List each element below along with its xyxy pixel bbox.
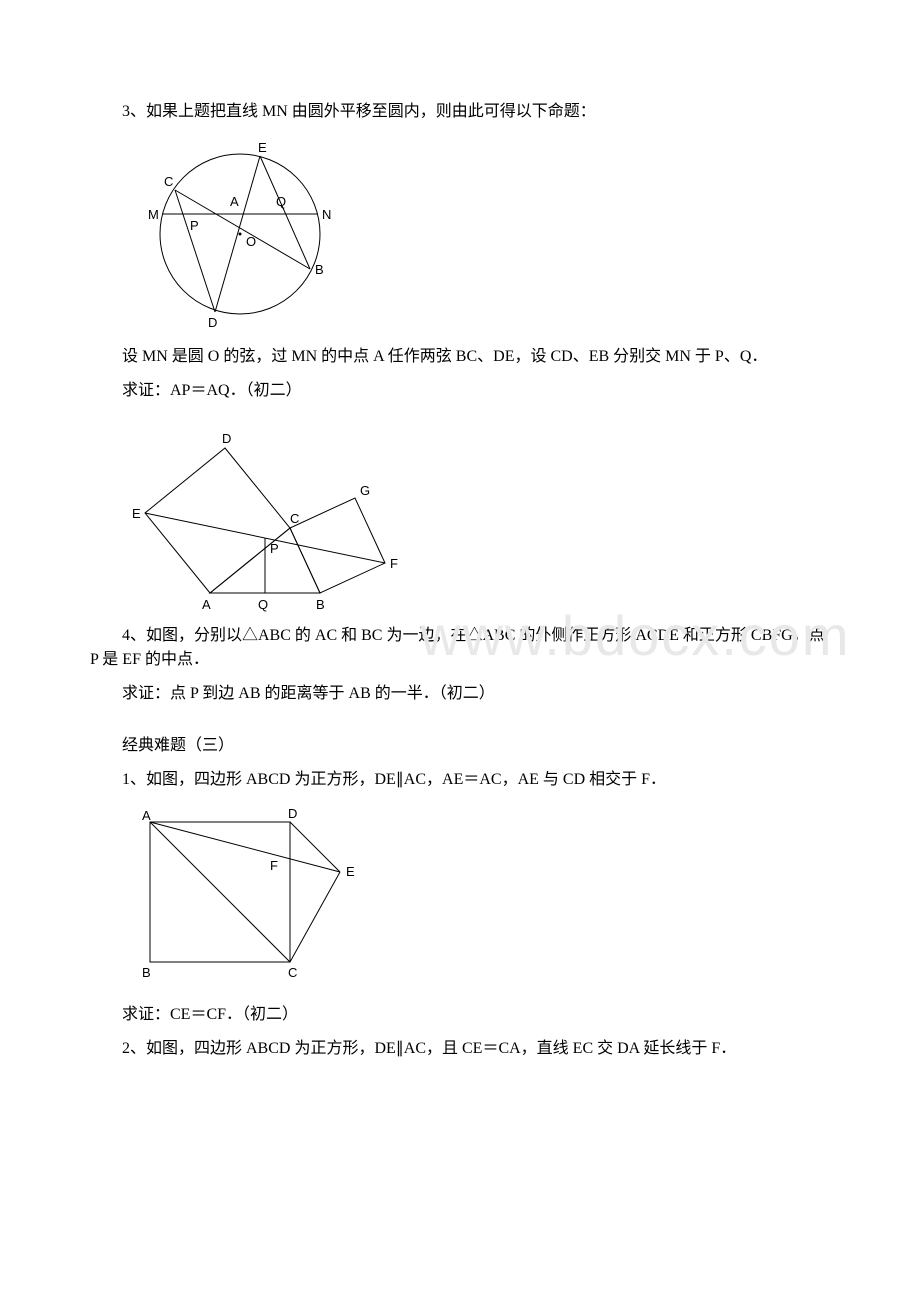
label-b: B — [315, 262, 324, 277]
line-eb — [260, 156, 310, 269]
label-n: N — [322, 207, 331, 222]
label-o: O — [246, 234, 256, 249]
line-ce — [290, 872, 340, 962]
label-c: C — [290, 511, 299, 526]
line-ae — [150, 822, 340, 872]
label-p: P — [270, 541, 279, 556]
label-c: C — [164, 174, 173, 189]
label-e: E — [258, 140, 267, 155]
problem-3-prove: 求证：AP＝AQ．（初二） — [90, 379, 830, 403]
section-3-q2-statement: 2、如图，四边形 ABCD 为正方形，DE∥AC，且 CE＝CA，直线 EC 交… — [90, 1037, 830, 1061]
problem-4-statement: 4、如图，分别以△ABC 的 AC 和 BC 为一边，在△ABC 的外侧作正方形… — [90, 624, 830, 672]
label-a: A — [230, 194, 239, 209]
label-b: B — [316, 597, 325, 612]
label-m: M — [148, 207, 159, 222]
label-c: C — [288, 965, 297, 980]
problem-3-figure: E C M A P Q N B O D — [130, 134, 830, 339]
section-3-title: 经典难题（三） — [90, 734, 830, 758]
problem-3-intro: 3、如果上题把直线 MN 由圆外平移至圆内，则由此可得以下命题： — [90, 100, 830, 124]
center-dot — [239, 233, 242, 236]
label-d: D — [222, 431, 231, 446]
problem-4-figure: www.bdocx.com D G E C P F A — [130, 413, 830, 618]
diagonal-ac — [150, 822, 290, 962]
section-3-q1-prove: 求证：CE＝CF．（初二） — [90, 1003, 830, 1027]
label-b: B — [142, 965, 151, 980]
label-p: P — [190, 218, 199, 233]
label-f: F — [270, 858, 278, 873]
problem-4-prove: 求证：点 P 到边 AB 的距离等于 AB 的一半．（初二） — [90, 682, 830, 706]
line-cd — [175, 190, 215, 312]
label-q: Q — [276, 194, 286, 209]
label-e: E — [132, 506, 141, 521]
label-f: F — [390, 556, 398, 571]
square-acde — [145, 448, 290, 593]
label-g: G — [360, 483, 370, 498]
label-a: A — [202, 597, 211, 612]
label-q: Q — [258, 597, 268, 612]
section-3-q1-statement: 1、如图，四边形 ABCD 为正方形，DE∥AC，AE＝AC，AE 与 CD 相… — [90, 768, 830, 792]
line-de — [290, 822, 340, 872]
label-a: A — [142, 808, 151, 823]
label-d: D — [208, 315, 217, 330]
label-d: D — [288, 806, 297, 821]
problem-3-statement: 设 MN 是圆 O 的弦，过 MN 的中点 A 任作两弦 BC、DE，设 CD、… — [90, 345, 830, 369]
section-3-q1-figure: A D F E B C — [130, 802, 830, 997]
square-cbfg — [290, 498, 385, 593]
label-e: E — [346, 864, 355, 879]
